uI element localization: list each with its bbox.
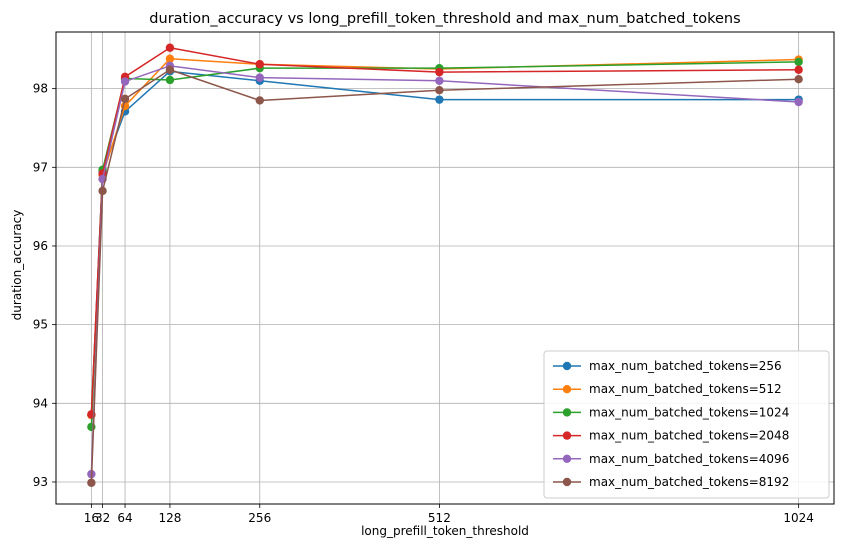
legend-marker	[562, 431, 572, 440]
legend-marker	[562, 361, 572, 371]
data-point	[87, 478, 96, 487]
x-tick-label: 256	[248, 511, 271, 525]
x-tick-label: 32	[95, 511, 110, 525]
x-tick-label: 16	[84, 511, 99, 525]
y-tick-label: 97	[33, 160, 48, 174]
x-tick-label: 1024	[783, 511, 814, 525]
y-tick-label: 95	[33, 318, 48, 332]
legend-item: max_num_batched_tokens=256	[553, 359, 782, 373]
y-tick-label: 93	[33, 475, 48, 489]
legend-label: max_num_batched_tokens=8192	[589, 475, 789, 489]
x-tick-label: 64	[117, 511, 132, 525]
legend-marker	[562, 385, 572, 394]
legend-label: max_num_batched_tokens=4096	[589, 452, 789, 466]
data-point	[255, 96, 264, 105]
data-point	[165, 54, 175, 63]
y-tick-label: 94	[33, 396, 48, 410]
data-point	[435, 76, 444, 85]
plot-frame	[55, 31, 835, 505]
legend-label: max_num_batched_tokens=1024	[589, 405, 789, 419]
data-point	[165, 43, 175, 52]
legend-item: max_num_batched_tokens=8192	[553, 475, 789, 489]
x-tick-label: 128	[158, 511, 181, 525]
data-point	[435, 67, 444, 77]
series-group	[87, 43, 803, 487]
grid	[56, 32, 834, 504]
x-tick-label: 512	[428, 511, 451, 525]
legend-item: max_num_batched_tokens=512	[553, 382, 782, 396]
legend-marker	[562, 408, 572, 417]
data-point	[255, 60, 264, 69]
data-point	[794, 75, 803, 84]
data-point	[120, 94, 130, 104]
legend-item: max_num_batched_tokens=4096	[553, 452, 789, 466]
legend-box	[543, 350, 830, 499]
data-point	[794, 97, 803, 107]
data-point	[794, 57, 803, 67]
legend-marker	[562, 477, 572, 487]
data-point	[435, 95, 444, 104]
series-6	[87, 65, 803, 487]
data-point	[120, 77, 130, 86]
y-axis-title: duration_accuracy	[10, 210, 24, 321]
chart-title: duration_accuracy vs long_prefill_token_…	[149, 11, 740, 27]
legend-label: max_num_batched_tokens=512	[589, 382, 782, 396]
y-tick-label: 96	[33, 239, 48, 253]
series-4	[87, 43, 803, 419]
legend: max_num_batched_tokens=256 max_num_batche…	[543, 350, 830, 499]
legend-label: max_num_batched_tokens=2048	[589, 429, 789, 443]
data-point	[255, 73, 264, 82]
legend-item: max_num_batched_tokens=2048	[553, 429, 789, 443]
data-point	[165, 75, 175, 85]
y-tick-label: 98	[33, 82, 48, 96]
data-point	[435, 86, 444, 95]
data-point	[165, 65, 175, 74]
data-point	[794, 65, 803, 74]
data-point	[98, 186, 107, 196]
legend-marker	[562, 454, 572, 463]
legend-item: max_num_batched_tokens=1024	[553, 405, 789, 419]
x-axis-title: long_prefill_token_threshold	[361, 524, 529, 538]
legend-label: max_num_batched_tokens=256	[589, 359, 782, 373]
